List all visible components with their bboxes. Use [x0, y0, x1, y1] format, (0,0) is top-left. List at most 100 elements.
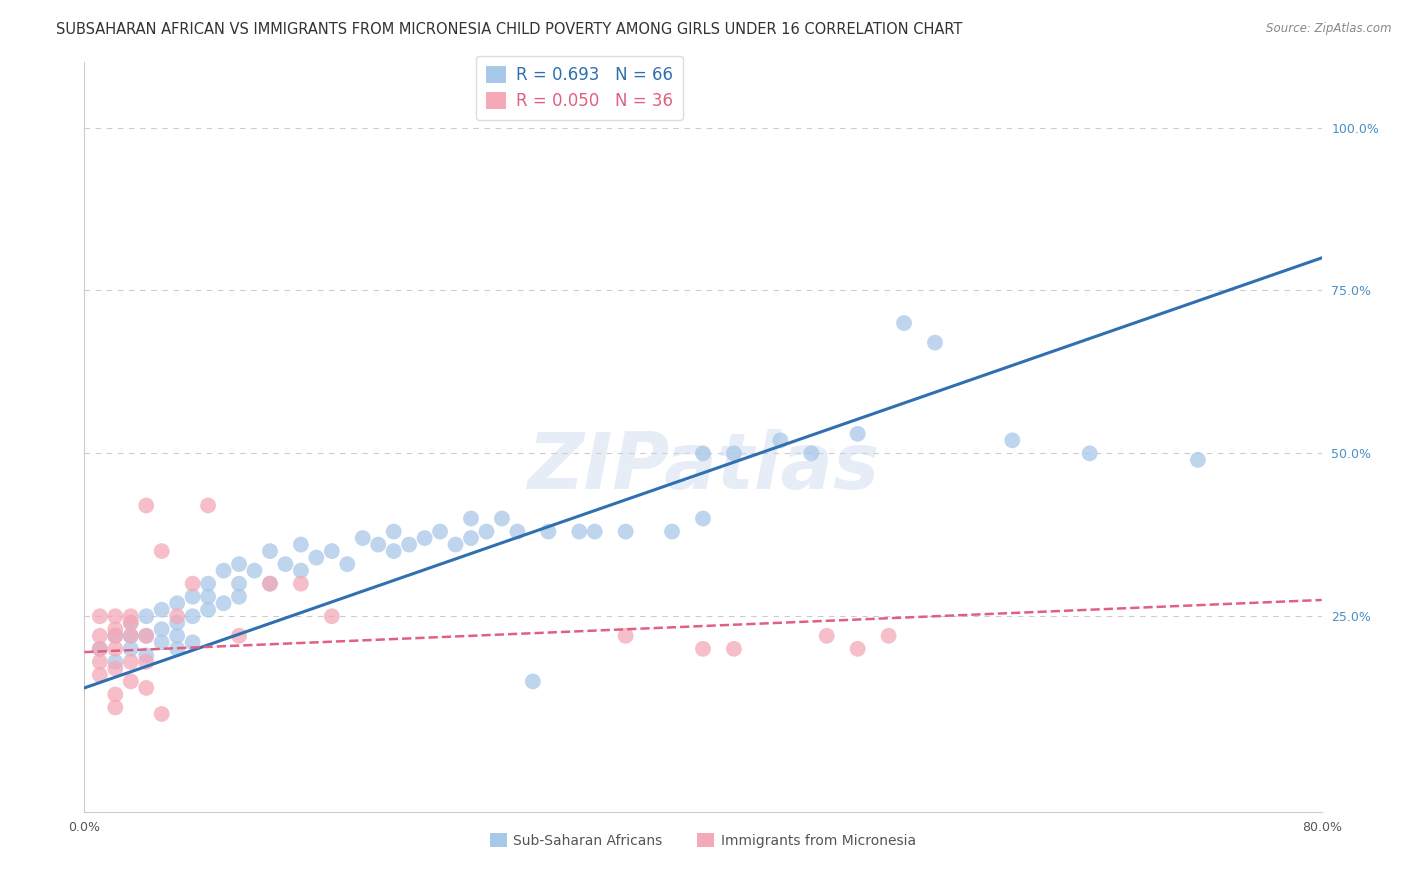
Point: [259, 544, 281, 558]
Point: [181, 576, 204, 591]
Point: [723, 446, 745, 460]
Point: [104, 655, 127, 669]
Point: [120, 615, 142, 630]
Point: [135, 655, 157, 669]
Point: [89, 629, 111, 643]
Point: [290, 576, 312, 591]
Point: [228, 557, 250, 571]
Point: [522, 674, 544, 689]
Point: [89, 609, 111, 624]
Point: [120, 629, 142, 643]
Point: [1001, 434, 1024, 448]
Point: [228, 590, 250, 604]
Point: [104, 688, 127, 702]
Point: [1078, 446, 1101, 460]
Point: [243, 564, 266, 578]
Point: [104, 700, 127, 714]
Point: [1187, 453, 1209, 467]
Point: [166, 629, 188, 643]
Point: [150, 603, 173, 617]
Point: [104, 622, 127, 636]
Point: [924, 335, 946, 350]
Point: [120, 609, 142, 624]
Point: [815, 629, 838, 643]
Point: [382, 544, 405, 558]
Point: [769, 434, 792, 448]
Point: [444, 538, 467, 552]
Point: [135, 499, 157, 513]
Point: [89, 641, 111, 656]
Point: [197, 499, 219, 513]
Point: [661, 524, 683, 539]
Point: [692, 446, 714, 460]
Point: [305, 550, 328, 565]
Point: [150, 622, 173, 636]
Point: [104, 629, 127, 643]
Point: [583, 524, 606, 539]
Point: [800, 446, 823, 460]
Point: [150, 706, 173, 721]
Point: [135, 629, 157, 643]
Point: [120, 641, 142, 656]
Point: [150, 544, 173, 558]
Point: [135, 609, 157, 624]
Point: [491, 511, 513, 525]
Point: [506, 524, 529, 539]
Text: SUBSAHARAN AFRICAN VS IMMIGRANTS FROM MICRONESIA CHILD POVERTY AMONG GIRLS UNDER: SUBSAHARAN AFRICAN VS IMMIGRANTS FROM MI…: [56, 22, 963, 37]
Point: [197, 590, 219, 604]
Point: [89, 655, 111, 669]
Point: [846, 641, 869, 656]
Point: [568, 524, 591, 539]
Point: [120, 629, 142, 643]
Point: [475, 524, 498, 539]
Point: [135, 629, 157, 643]
Point: [197, 576, 219, 591]
Point: [228, 576, 250, 591]
Point: [413, 531, 436, 545]
Point: [120, 674, 142, 689]
Point: [692, 641, 714, 656]
Point: [382, 524, 405, 539]
Point: [104, 629, 127, 643]
Point: [166, 615, 188, 630]
Point: [321, 544, 343, 558]
Point: [614, 524, 637, 539]
Point: [181, 590, 204, 604]
Point: [336, 557, 359, 571]
Point: [614, 629, 637, 643]
Point: [104, 641, 127, 656]
Point: [460, 511, 482, 525]
Point: [181, 609, 204, 624]
Point: [723, 641, 745, 656]
Legend: Sub-Saharan Africans, Immigrants from Micronesia: Sub-Saharan Africans, Immigrants from Mi…: [484, 828, 922, 854]
Point: [89, 641, 111, 656]
Point: [135, 648, 157, 663]
Point: [166, 596, 188, 610]
Text: ZIPatlas: ZIPatlas: [527, 429, 879, 505]
Point: [166, 641, 188, 656]
Point: [367, 538, 389, 552]
Point: [460, 531, 482, 545]
Point: [150, 635, 173, 649]
Point: [692, 511, 714, 525]
Point: [181, 635, 204, 649]
Point: [212, 596, 235, 610]
Point: [290, 538, 312, 552]
Point: [259, 576, 281, 591]
Point: [429, 524, 451, 539]
Point: [89, 668, 111, 682]
Point: [135, 681, 157, 695]
Point: [120, 655, 142, 669]
Point: [352, 531, 374, 545]
Text: Source: ZipAtlas.com: Source: ZipAtlas.com: [1267, 22, 1392, 36]
Point: [212, 564, 235, 578]
Point: [398, 538, 420, 552]
Point: [166, 609, 188, 624]
Point: [537, 524, 560, 539]
Point: [877, 629, 900, 643]
Point: [197, 603, 219, 617]
Point: [120, 615, 142, 630]
Point: [290, 564, 312, 578]
Point: [321, 609, 343, 624]
Point: [846, 426, 869, 441]
